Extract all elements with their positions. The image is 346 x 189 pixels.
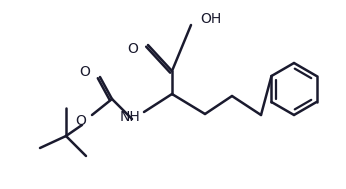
Text: O: O	[75, 114, 86, 128]
Text: O: O	[127, 42, 138, 56]
Text: O: O	[79, 65, 90, 79]
Text: NH: NH	[119, 110, 140, 124]
Text: OH: OH	[200, 12, 221, 26]
